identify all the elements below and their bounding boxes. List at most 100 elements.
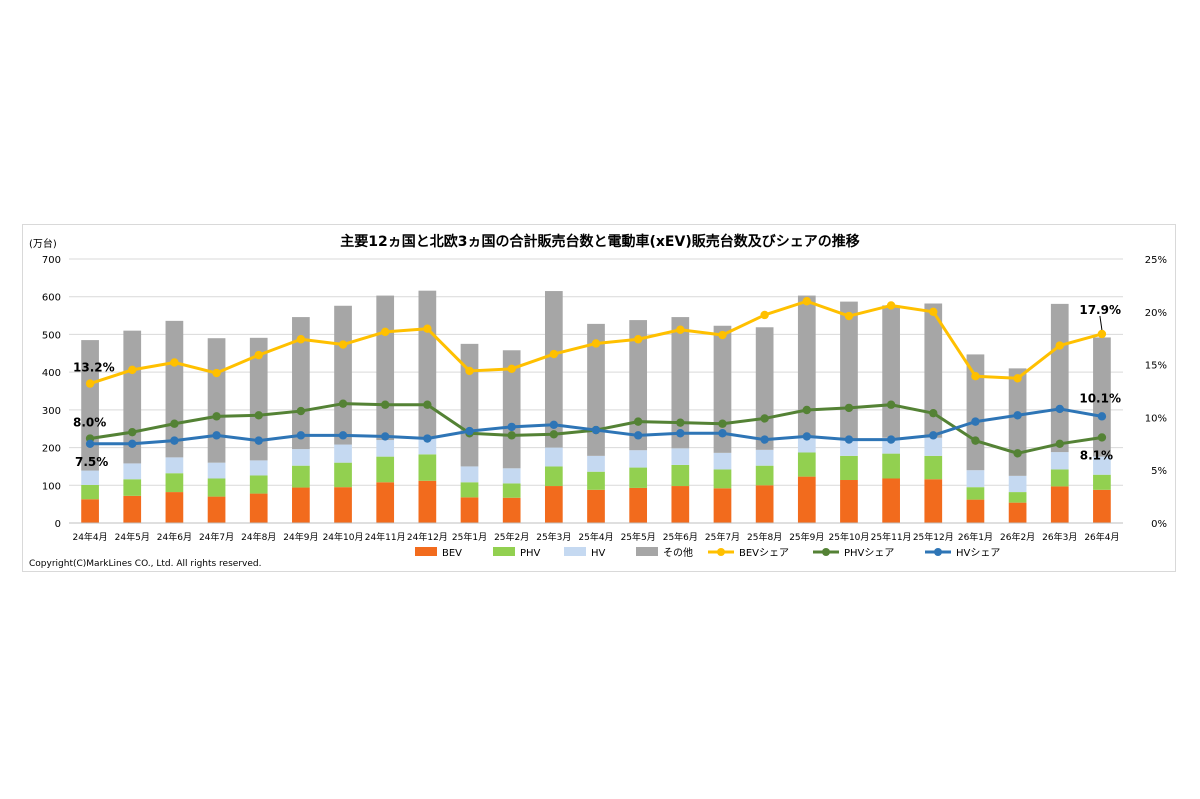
bar-PHV-24年7月 bbox=[207, 478, 226, 497]
bar-PHV-25年7月 bbox=[713, 469, 732, 489]
point-BEVシェア bbox=[676, 325, 685, 334]
bar-BEV-25年7月 bbox=[713, 488, 732, 523]
bar-その他-25年12月 bbox=[924, 303, 943, 438]
bar-その他-24年8月 bbox=[249, 337, 268, 461]
point-PHVシェア bbox=[296, 406, 306, 416]
bar-HV-26年2月 bbox=[1008, 475, 1027, 493]
bar-その他-25年7月 bbox=[713, 325, 732, 453]
legend-marker bbox=[822, 548, 830, 556]
bar-PHV-26年4月 bbox=[1093, 474, 1111, 490]
x-tick-label: 25年4月 bbox=[578, 531, 613, 543]
x-tick-label: 24年9月 bbox=[283, 531, 318, 543]
point-HVシェア bbox=[760, 435, 769, 444]
point-HVシェア bbox=[549, 420, 559, 429]
bar-その他-24年12月 bbox=[418, 290, 437, 438]
x-tick-label: 26年3月 bbox=[1042, 531, 1077, 543]
point-HVシェア bbox=[844, 435, 854, 444]
point-PHVシェア bbox=[971, 436, 980, 445]
bar-HV-24年8月 bbox=[249, 460, 268, 476]
bar-BEV-25年10月 bbox=[840, 480, 858, 523]
bar-その他-25年1月 bbox=[460, 343, 479, 467]
bar-BEV-26年2月 bbox=[1008, 502, 1027, 523]
bar-その他-26年4月 bbox=[1093, 337, 1111, 457]
point-BEVシェア bbox=[844, 311, 854, 321]
x-tick-label: 26年4月 bbox=[1084, 531, 1119, 543]
bar-その他-26年1月 bbox=[966, 354, 985, 471]
bar-HV-26年3月 bbox=[1050, 452, 1069, 470]
x-tick-label: 25年11月 bbox=[871, 531, 912, 543]
x-tick-label: 25年2月 bbox=[494, 531, 529, 543]
point-HVシェア bbox=[212, 431, 221, 440]
point-PHVシェア bbox=[844, 403, 854, 413]
bar-PHV-25年1月 bbox=[460, 482, 479, 498]
legend-label: HV bbox=[591, 548, 606, 559]
bar-その他-25年10月 bbox=[840, 301, 858, 441]
point-HVシェア bbox=[338, 431, 348, 440]
point-PHVシェア bbox=[170, 419, 179, 428]
line-layer bbox=[85, 297, 1107, 458]
point-PHVシェア bbox=[381, 400, 390, 409]
point-PHVシェア bbox=[760, 414, 769, 423]
x-tick-label: 25年10月 bbox=[829, 531, 870, 543]
bar-その他-25年11月 bbox=[882, 305, 900, 438]
bar-HV-24年10月 bbox=[334, 444, 352, 463]
bar-BEV-25年11月 bbox=[882, 478, 900, 523]
bar-PHV-26年1月 bbox=[966, 487, 985, 500]
bar-HV-24年7月 bbox=[207, 462, 226, 479]
bar-HV-24年9月 bbox=[292, 449, 310, 466]
point-PHVシェア bbox=[929, 408, 938, 418]
bar-HV-26年4月 bbox=[1093, 456, 1111, 475]
bar-BEV-24年6月 bbox=[165, 492, 184, 523]
x-tick-label: 24年10月 bbox=[323, 531, 364, 543]
bar-HV-24年4月 bbox=[81, 470, 99, 485]
bar-HV-25年6月 bbox=[671, 448, 690, 465]
bar-PHV-25年2月 bbox=[502, 483, 521, 498]
chart-frame: 主要12ヵ国と北欧3ヵ国の合計販売台数と電動車(xEV)販売台数及びシェアの推移… bbox=[22, 224, 1176, 572]
point-PHVシェア bbox=[718, 419, 727, 428]
share-callout: 8.1% bbox=[1080, 448, 1113, 462]
callout-leader bbox=[1099, 315, 1103, 331]
point-HVシェア bbox=[381, 432, 390, 441]
x-tick-label: 25年6月 bbox=[663, 531, 698, 543]
bar-PHV-24年4月 bbox=[81, 484, 99, 500]
legend-swatch-その他 bbox=[636, 547, 658, 556]
copyright-text: Copyright(C)MarkLines CO., Ltd. All righ… bbox=[29, 559, 261, 569]
share-callout: 8.0% bbox=[73, 416, 106, 430]
point-PHVシェア bbox=[1013, 449, 1022, 458]
point-HVシェア bbox=[676, 429, 685, 438]
bar-layer bbox=[81, 290, 1111, 523]
point-HVシェア bbox=[802, 432, 811, 441]
legend-swatch-BEV bbox=[415, 547, 437, 556]
x-tick-label: 25年5月 bbox=[621, 531, 656, 543]
bar-BEV-25年1月 bbox=[460, 497, 479, 523]
bar-HV-25年9月 bbox=[797, 435, 816, 453]
bar-BEV-26年3月 bbox=[1050, 486, 1069, 523]
point-PHVシェア bbox=[254, 411, 263, 420]
legend-swatch-PHV bbox=[493, 547, 515, 556]
point-HVシェア bbox=[633, 431, 643, 440]
y-tick-label: 700 bbox=[42, 255, 61, 266]
bar-その他-25年6月 bbox=[671, 317, 690, 449]
point-BEVシェア bbox=[381, 327, 390, 337]
y-tick-label: 600 bbox=[42, 293, 61, 304]
point-HVシェア bbox=[591, 425, 601, 435]
x-tick-label: 25年7月 bbox=[705, 531, 740, 543]
bar-その他-24年9月 bbox=[292, 317, 310, 450]
bar-BEV-24年9月 bbox=[292, 487, 310, 523]
bar-BEV-24年8月 bbox=[249, 493, 268, 523]
point-BEVシェア bbox=[1097, 329, 1107, 339]
legend-marker bbox=[934, 548, 942, 556]
point-BEVシェア bbox=[886, 301, 896, 310]
bar-その他-26年2月 bbox=[1008, 368, 1027, 476]
share-callout: 17.9% bbox=[1079, 303, 1121, 317]
y2-tick-label: 15% bbox=[1145, 361, 1167, 372]
point-HVシェア bbox=[1097, 412, 1107, 421]
point-PHVシェア bbox=[676, 418, 685, 427]
bar-PHV-26年3月 bbox=[1050, 469, 1069, 487]
point-HVシェア bbox=[170, 436, 179, 445]
bar-PHV-25年11月 bbox=[882, 453, 900, 479]
bar-PHV-25年9月 bbox=[797, 452, 816, 477]
point-PHVシェア bbox=[549, 430, 559, 439]
bar-PHV-24年6月 bbox=[165, 473, 184, 493]
bar-BEV-24年11月 bbox=[376, 482, 395, 523]
